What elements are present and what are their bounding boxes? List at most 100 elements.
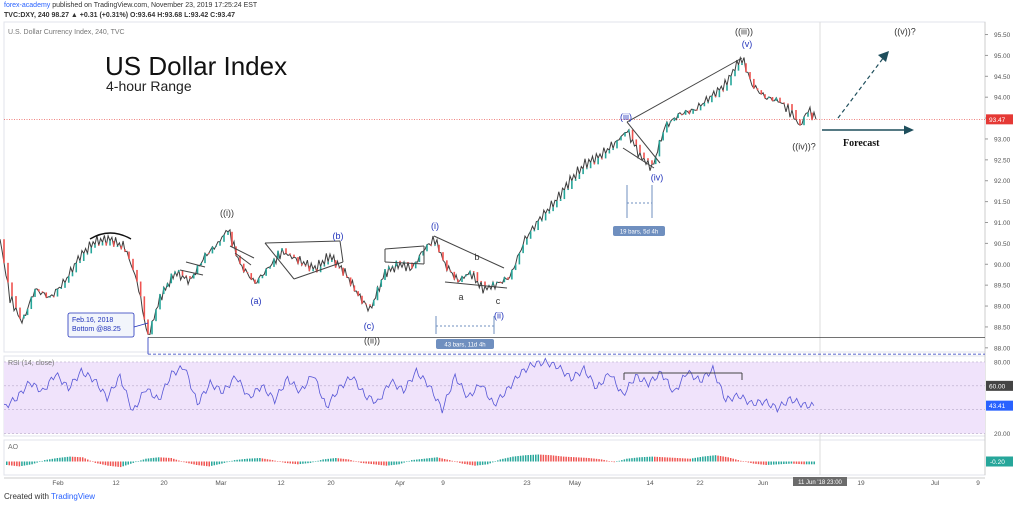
channel-top bbox=[433, 235, 505, 269]
ao-bar-down bbox=[292, 461, 294, 464]
candle-down bbox=[132, 258, 134, 270]
ao-bar-up bbox=[810, 461, 813, 465]
candle-up bbox=[684, 110, 687, 115]
ao-bar-down bbox=[162, 457, 165, 462]
ao-bar-down bbox=[795, 461, 798, 464]
candle-down bbox=[753, 78, 755, 89]
candle-down bbox=[357, 291, 359, 296]
ao-bar-up bbox=[41, 460, 43, 462]
candle-up bbox=[418, 255, 421, 262]
created-with-text: Created with bbox=[4, 492, 49, 501]
ao-bar-up bbox=[155, 457, 157, 462]
ao-bar-up bbox=[238, 459, 241, 462]
candle-up bbox=[215, 245, 217, 247]
ao-bar-up bbox=[135, 461, 137, 463]
ao-bar-up bbox=[256, 458, 259, 462]
candle-down bbox=[480, 280, 482, 282]
wave-label: (b) bbox=[333, 231, 344, 241]
candle-down bbox=[745, 63, 747, 73]
ao-bar-up bbox=[302, 461, 304, 464]
candle-up bbox=[666, 121, 668, 133]
candle-down bbox=[484, 281, 486, 286]
candle-up bbox=[718, 90, 721, 98]
ao-bar-up bbox=[304, 461, 307, 464]
ao-bar-down bbox=[610, 461, 613, 462]
ao-bar-down bbox=[342, 458, 345, 462]
panel-label: U.S. Dollar Currency Index, 240, TVC bbox=[8, 29, 125, 36]
ao-bar-down bbox=[94, 461, 97, 463]
candle-up bbox=[658, 140, 661, 157]
candle-down bbox=[189, 276, 191, 279]
ao-bar-up bbox=[64, 457, 66, 462]
candle-down bbox=[449, 270, 452, 272]
ao-bar-down bbox=[466, 461, 469, 465]
ao-bar-down bbox=[281, 461, 284, 463]
ao-bar-down bbox=[742, 461, 745, 462]
ao-bar-down bbox=[357, 461, 360, 463]
publish-line: forex-academy published on TradingView.c… bbox=[4, 2, 257, 9]
candle-up bbox=[469, 271, 471, 275]
ao-current-tag bbox=[986, 456, 1013, 467]
candle-up bbox=[669, 121, 672, 123]
ao-bar-up bbox=[691, 458, 694, 462]
current-price-tag bbox=[986, 114, 1013, 125]
footer: Created with TradingView bbox=[4, 492, 95, 501]
wave-label: (a) bbox=[251, 296, 262, 306]
triangle-right bbox=[339, 240, 344, 263]
ao-bar-up bbox=[808, 461, 810, 465]
ao-bar-down bbox=[71, 456, 74, 462]
ao-bar-down bbox=[16, 461, 18, 467]
ao-bar-down bbox=[266, 459, 269, 462]
ao-bar-up bbox=[780, 461, 783, 465]
candle-up bbox=[803, 116, 805, 126]
y-tick-label: 90.00 bbox=[994, 262, 1011, 269]
ao-bar-down bbox=[717, 455, 719, 462]
x-tick-label: 22 bbox=[696, 480, 704, 487]
candle-up bbox=[269, 266, 271, 269]
candle-up bbox=[192, 274, 195, 279]
ao-bar-down bbox=[565, 456, 567, 462]
ao-bar-down bbox=[97, 461, 99, 464]
x-tick-label: Jul bbox=[931, 480, 940, 487]
date-marker-box bbox=[793, 477, 847, 486]
candle-up bbox=[223, 234, 225, 242]
ao-bar-up bbox=[233, 460, 236, 462]
ao-bar-down bbox=[360, 461, 362, 463]
candle-up bbox=[323, 264, 326, 267]
ao-bar-down bbox=[613, 461, 615, 463]
ao-bar-down bbox=[573, 457, 575, 462]
ao-bar-down bbox=[79, 457, 81, 462]
ao-bar-down bbox=[109, 461, 112, 466]
x-tick-label: 20 bbox=[160, 480, 168, 487]
ao-bar-up bbox=[522, 455, 524, 462]
candle-up bbox=[200, 263, 203, 266]
ao-bar-down bbox=[471, 461, 474, 466]
ao-bar-up bbox=[395, 461, 398, 465]
ao-bar-down bbox=[350, 460, 352, 462]
ao-bar-down bbox=[469, 461, 471, 465]
candle-up bbox=[465, 274, 467, 277]
candle-up bbox=[514, 264, 517, 271]
author-link[interactable]: forex-academy bbox=[4, 2, 51, 9]
candle-down bbox=[791, 104, 793, 110]
ao-bar-up bbox=[433, 457, 436, 462]
ao-bar-up bbox=[709, 455, 712, 462]
dxy-chart[interactable]: U.S. Dollar Currency Index, 240, TVC US D… bbox=[0, 0, 1024, 490]
ao-bar-up bbox=[254, 458, 256, 462]
candle-down bbox=[143, 296, 146, 320]
candle-up bbox=[204, 253, 206, 264]
wave-label: ((ii)) bbox=[364, 336, 380, 346]
chart-subtitle: 4-hour Range bbox=[106, 78, 192, 94]
ao-bar-down bbox=[185, 461, 188, 463]
candle-down bbox=[799, 119, 801, 126]
candle-down bbox=[411, 262, 413, 269]
candle-up bbox=[707, 102, 709, 104]
y-tick-label: 94.50 bbox=[994, 74, 1011, 81]
tradingview-brand[interactable]: TradingView bbox=[51, 492, 96, 501]
ao-bar-down bbox=[8, 461, 11, 466]
ao-bar-down bbox=[81, 457, 84, 462]
ao-bar-down bbox=[261, 458, 264, 462]
ao-bar-down bbox=[656, 456, 659, 462]
feb16-callout-line1: Feb.16, 2018 bbox=[72, 317, 113, 324]
ao-bar-down bbox=[165, 457, 167, 462]
